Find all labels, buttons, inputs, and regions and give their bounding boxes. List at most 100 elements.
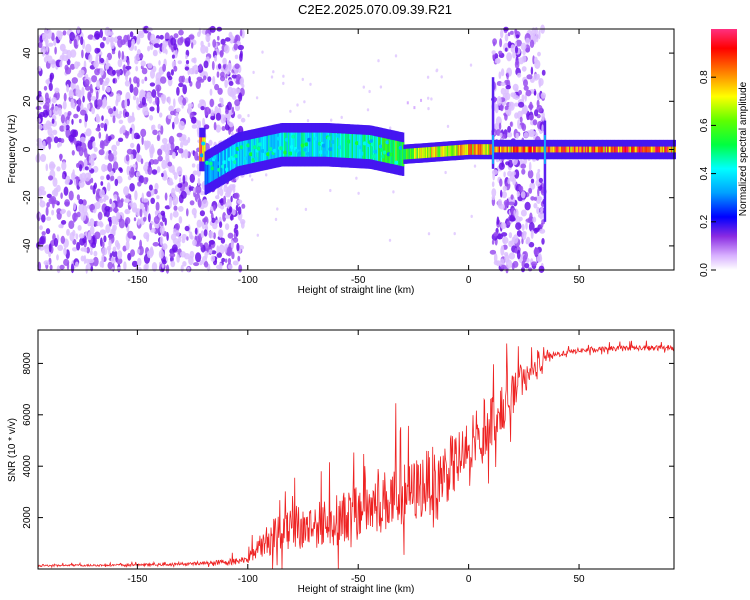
noise-cell: [178, 120, 185, 131]
signal-cell: [445, 145, 449, 157]
noise-cell: [196, 163, 200, 170]
noise-cell: [141, 96, 146, 106]
noise-cell: [208, 249, 213, 254]
snr-panel: -150 -100 -50 0 50 2000 4000 6000 8000 Height o…: [7, 329, 675, 595]
noise-cell: [207, 42, 211, 47]
noise-cell: [141, 136, 144, 145]
signal-cell: [578, 146, 581, 153]
noise-cell: [103, 197, 107, 203]
noise-cell: [533, 247, 540, 256]
noise-cell: [202, 218, 208, 223]
noise-cell: [73, 113, 79, 119]
noise-cell: [125, 217, 131, 225]
colorbar-ticks: 0.0 0.2 0.4 0.6 0.8: [699, 70, 716, 277]
noise-cell: [169, 252, 176, 258]
noise-cell: [59, 264, 65, 270]
noise-cell: [62, 30, 67, 36]
noise-cell: [38, 186, 45, 192]
signal-cell: [370, 135, 373, 160]
signal-cell: [627, 146, 630, 153]
spectrogram-panel: -150 -100 -50 0 50 -40 -20 0 20 40 Height of str…: [7, 24, 676, 296]
noise-cell: [47, 55, 53, 64]
noise-cell: [105, 36, 110, 45]
noise-cell: [394, 54, 398, 58]
noise-cell: [93, 60, 99, 69]
noise-cell: [223, 195, 227, 205]
noise-cell: [130, 142, 135, 149]
signal-cell: [201, 137, 205, 162]
noise-cell: [199, 260, 203, 266]
noise-cell: [176, 254, 180, 263]
noise-cell: [138, 175, 145, 184]
noise-cell: [180, 251, 186, 258]
noise-cell: [152, 129, 158, 136]
noise-cell: [182, 97, 187, 106]
signal-cell: [653, 146, 657, 153]
noise-cell: [53, 136, 59, 144]
noise-cell: [197, 177, 201, 186]
signal-cell: [374, 136, 377, 161]
noise-cell: [100, 175, 105, 180]
noise-cell: [77, 72, 83, 78]
noise-cell: [105, 209, 110, 218]
noise-cell: [426, 75, 430, 79]
noise-cell: [309, 82, 312, 86]
noise-cell: [217, 63, 222, 70]
noise-cell: [61, 173, 66, 180]
noise-cell: [228, 81, 234, 86]
signal-cell: [551, 146, 555, 153]
noise-cell: [112, 69, 116, 76]
noise-cell: [256, 233, 259, 237]
noise-cell: [529, 182, 536, 190]
noise-cell: [76, 163, 80, 168]
noise-cell: [232, 260, 239, 266]
noise-cell: [54, 46, 57, 55]
noise-cell: [124, 208, 129, 214]
noise-cell: [224, 223, 230, 231]
noise-cell: [112, 224, 117, 232]
noise-cell: [192, 65, 195, 75]
noise-cell: [51, 32, 55, 41]
noise-cell: [186, 190, 191, 196]
noise-cell: [147, 45, 151, 52]
noise-cell: [73, 202, 76, 211]
noise-cell: [192, 170, 198, 176]
noise-cell: [237, 199, 243, 205]
noise-cell: [173, 98, 176, 108]
noise-cell: [388, 238, 392, 242]
noise-cell: [215, 124, 221, 133]
noise-cell: [219, 221, 223, 229]
noise-cell: [91, 242, 96, 249]
noise-cell: [518, 90, 522, 95]
noise-cell: [180, 141, 184, 148]
noise-cell: [170, 233, 177, 241]
noise-cell: [137, 181, 142, 187]
noise-cell: [215, 112, 222, 121]
signal-cell: [615, 146, 618, 153]
noise-cell: [91, 75, 98, 83]
signal-cell: [307, 132, 311, 157]
signal-cell: [409, 148, 413, 160]
noise-cell: [238, 264, 243, 273]
signal-cell: [657, 146, 661, 153]
noise-cell: [80, 36, 84, 46]
noise-cell: [173, 116, 179, 125]
signal-cell: [205, 160, 209, 185]
noise-cell: [49, 109, 52, 117]
noise-cell: [208, 108, 211, 114]
noise-cell: [58, 31, 64, 37]
noise-cell: [127, 39, 132, 48]
signal-cell: [616, 146, 619, 153]
signal-blob: [327, 136, 332, 141]
noise-cell: [232, 95, 237, 100]
noise-cell: [532, 216, 537, 223]
noise-cell: [99, 29, 103, 39]
noise-cell: [173, 43, 177, 51]
noise-cell: [427, 96, 430, 100]
noise-cell: [38, 111, 46, 118]
signal-cell: [514, 146, 517, 153]
noise-cell: [368, 89, 371, 94]
signal-cell: [330, 132, 333, 157]
noise-cell: [70, 49, 77, 58]
noise-cell: [213, 232, 216, 240]
